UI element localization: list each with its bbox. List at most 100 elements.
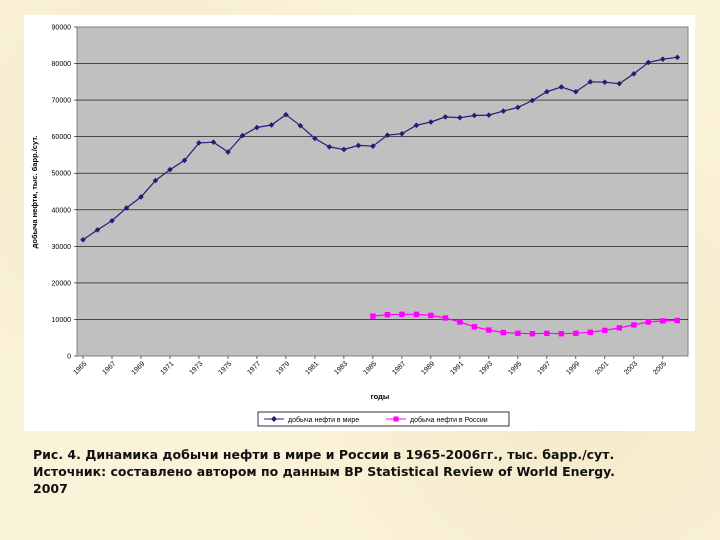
russia-data-point <box>457 319 463 325</box>
russia-data-point <box>471 324 478 330</box>
world-data-point <box>196 140 202 146</box>
world-data-point <box>631 70 637 77</box>
caption-title: Рис. 4. Динамика добычи нефти в мире и Р… <box>33 447 615 462</box>
world-data-point <box>341 146 347 153</box>
x-tick-label: 2003 <box>623 360 639 376</box>
x-tick-label: 1999 <box>565 360 581 376</box>
russia-data-point <box>674 317 681 324</box>
world-series-line <box>82 56 678 241</box>
russia-data-point <box>370 313 376 319</box>
russia-data-point <box>660 318 666 324</box>
x-tick-label: 1997 <box>536 360 552 376</box>
gridlines <box>77 63 688 320</box>
x-tick-label: 2001 <box>594 360 610 376</box>
legend-world-marker <box>271 416 277 422</box>
world-data-point <box>355 142 362 149</box>
world-data-point <box>109 217 115 224</box>
y-tick-label: 40000 <box>52 207 72 214</box>
world-data-point <box>500 108 507 114</box>
russia-data-point <box>631 322 637 328</box>
russia-data-point <box>500 329 507 336</box>
russia-data-point <box>486 327 492 333</box>
x-tick-label: 1967 <box>101 360 117 376</box>
russia-data-point <box>616 325 623 331</box>
world-data-point <box>471 112 478 119</box>
world-data-point <box>442 114 449 120</box>
russia-data-point <box>602 327 608 334</box>
russia-data-point <box>587 329 594 335</box>
legend-world-label: добыча нефти в мире <box>288 416 359 424</box>
world-data-point <box>123 205 130 211</box>
world-data-point <box>457 114 463 121</box>
y-tick-label: 80000 <box>52 61 72 68</box>
world-data-point <box>399 130 405 137</box>
y-tick-label: 0 <box>67 354 71 361</box>
x-tick-label: 1989 <box>420 360 436 376</box>
world-data-point <box>573 88 579 95</box>
caption-source: Источник: составлено автором по данным B… <box>33 464 615 479</box>
y-tick-label: 20000 <box>52 280 72 287</box>
x-tick-label: 1981 <box>304 360 320 376</box>
world-data-point <box>384 132 391 139</box>
y-tick-label: 30000 <box>52 244 72 251</box>
russia-data-point <box>515 330 521 337</box>
russia-data-point <box>544 330 550 337</box>
russia-data-point <box>428 312 434 319</box>
x-tick-label: 1973 <box>188 360 204 376</box>
legend-russia-marker <box>393 416 399 422</box>
world-data-point <box>486 112 492 118</box>
x-tick-label: 1991 <box>449 360 465 376</box>
world-data-point <box>645 59 652 66</box>
world-data-point <box>297 122 304 129</box>
y-tick-label: 70000 <box>52 98 72 105</box>
russia-data-point <box>645 319 652 325</box>
x-tick-label: 1995 <box>507 360 523 376</box>
x-tick-label: 1975 <box>217 360 233 376</box>
x-axis-ticks: 1965 1967 1969 1971 1973 1975 1977 1979 1981 1983… <box>72 356 668 376</box>
world-data-point <box>529 97 536 104</box>
x-tick-label: 1969 <box>130 360 146 376</box>
russia-data-point <box>442 315 449 321</box>
russia-data-point <box>529 331 536 337</box>
x-tick-label: 1983 <box>333 360 349 376</box>
chart-frame: 0 10000 20000 30000 40000 50000 60000 70000 8000… <box>24 15 695 431</box>
oil-production-chart: 0 10000 20000 30000 40000 50000 60000 70000 8000… <box>30 25 689 427</box>
russia-data-point <box>399 311 405 318</box>
russia-series-line <box>372 313 678 335</box>
x-tick-label: 1965 <box>72 360 88 376</box>
world-data-point <box>616 80 623 87</box>
russia-data-point <box>573 330 579 337</box>
world-data-point <box>413 122 420 129</box>
x-tick-label: 1971 <box>159 360 175 376</box>
x-tick-label: 1993 <box>478 360 494 376</box>
world-data-point <box>167 166 173 173</box>
world-data-point <box>254 124 260 131</box>
y-axis-title: добыча нефти, тыс. барр./сут. <box>30 136 39 249</box>
world-data-point <box>138 194 144 200</box>
y-tick-label: 50000 <box>52 171 72 178</box>
world-data-point <box>80 236 86 243</box>
x-tick-label: 1985 <box>362 360 378 376</box>
legend-russia-label: добыча нефти в России <box>410 416 488 424</box>
world-data-point <box>544 88 550 95</box>
x-tick-label: 1977 <box>246 360 262 376</box>
legend-box <box>257 411 510 427</box>
world-data-point <box>225 149 231 155</box>
caption-year: 2007 <box>33 481 68 496</box>
x-tick-label: 1979 <box>275 360 291 376</box>
world-data-point <box>210 139 217 145</box>
y-tick-label: 10000 <box>52 317 72 324</box>
series-world <box>80 54 681 243</box>
y-tick-label: 90000 <box>52 25 72 32</box>
world-data-point <box>370 143 376 149</box>
series-russia <box>370 311 681 337</box>
world-data-point <box>515 104 521 111</box>
x-tick-label: 1987 <box>391 360 407 376</box>
series-layer <box>80 54 681 337</box>
world-data-point <box>674 54 681 61</box>
russia-data-point <box>413 311 420 318</box>
world-data-point <box>312 135 318 142</box>
world-data-point <box>587 79 594 85</box>
russia-data-point <box>384 311 391 318</box>
y-axis-ticks: 0 10000 20000 30000 40000 50000 60000 70000 8000… <box>52 25 77 361</box>
